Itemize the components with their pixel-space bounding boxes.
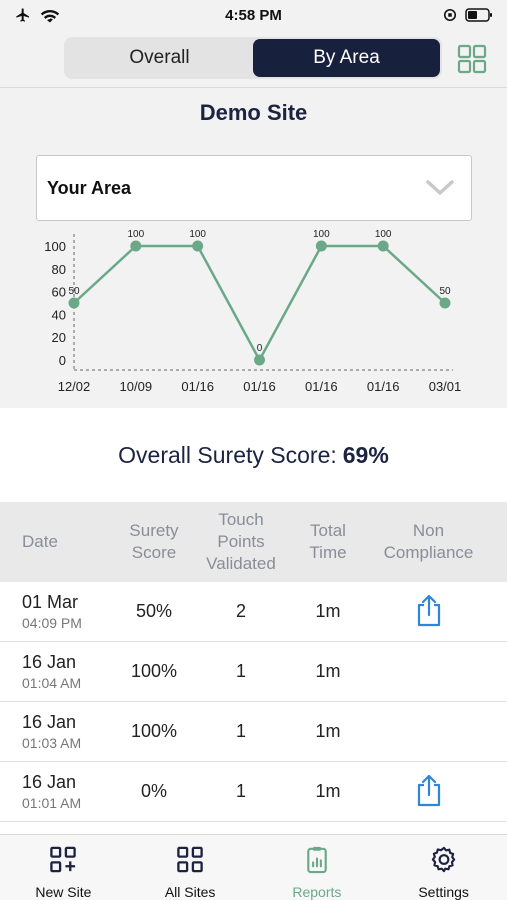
report-table: 01 Mar 04:09 PM 50% 2 1m 16 Jan 01:04 AM… bbox=[0, 582, 507, 834]
header-touch-points: Touch Points Validated bbox=[206, 510, 276, 573]
wifi-icon bbox=[40, 10, 60, 23]
tab-label: Reports bbox=[292, 884, 342, 900]
y-tick-label: 20 bbox=[52, 330, 66, 345]
data-point bbox=[192, 240, 204, 252]
x-tick-label: 01/16 bbox=[181, 379, 214, 394]
tab-label: All Sites bbox=[164, 884, 216, 900]
airplane-icon bbox=[16, 8, 29, 22]
y-tick-label: 80 bbox=[52, 262, 66, 277]
data-point bbox=[315, 240, 327, 252]
row-score: 100% bbox=[130, 721, 178, 741]
clipboard-icon bbox=[307, 846, 327, 874]
status-time: 4:58 PM bbox=[225, 6, 282, 24]
chevron-down-icon bbox=[426, 180, 454, 195]
header-total-time: Total Time bbox=[309, 521, 347, 562]
row-date: 16 Jan 01:03 AM bbox=[22, 712, 82, 751]
y-tick-label: 100 bbox=[44, 239, 66, 254]
area-select[interactable]: Your Area bbox=[36, 155, 472, 221]
share-icon[interactable] bbox=[413, 592, 445, 628]
top-bar: Overall By Area bbox=[0, 30, 507, 88]
row-date: 16 Jan 01:01 AM bbox=[22, 772, 82, 811]
overall-score-value: 69% bbox=[342, 441, 389, 468]
data-point bbox=[254, 354, 265, 366]
y-tick-label: 40 bbox=[52, 307, 66, 322]
grid-plus-icon bbox=[50, 846, 77, 873]
row-total-time: 1m bbox=[315, 661, 341, 681]
toggle-by-area-button[interactable]: By Area bbox=[253, 39, 440, 77]
tab-new-site[interactable]: New Site bbox=[0, 835, 127, 900]
data-point bbox=[377, 240, 389, 252]
row-date: 01 Mar 04:09 PM bbox=[22, 592, 82, 631]
tab-all-sites[interactable]: All Sites bbox=[127, 835, 254, 900]
x-tick-label: 10/09 bbox=[120, 379, 153, 394]
tab-reports[interactable]: Reports bbox=[254, 835, 381, 900]
row-touch-points: 1 bbox=[235, 721, 246, 741]
header-surety-score: Surety Score bbox=[129, 521, 179, 562]
x-tick-label: 12/02 bbox=[58, 379, 91, 394]
orientation-lock-icon bbox=[443, 8, 457, 22]
header-non-compliance: Non Compliance bbox=[383, 521, 474, 562]
data-label: 50 bbox=[68, 286, 80, 297]
data-label: 50 bbox=[439, 286, 451, 297]
row-touch-points: 2 bbox=[235, 601, 246, 621]
area-select-value: Your Area bbox=[47, 177, 132, 198]
row-date: 16 Jan 01:04 AM bbox=[22, 652, 82, 691]
grid-view-icon[interactable] bbox=[457, 44, 487, 74]
row-non-compliance bbox=[370, 592, 487, 632]
grid-icon bbox=[177, 846, 203, 873]
row-score: 50% bbox=[135, 601, 173, 621]
status-bar: 4:58 PM bbox=[0, 0, 507, 30]
data-label: 0 bbox=[257, 343, 263, 354]
site-title: Demo Site bbox=[199, 100, 308, 125]
x-tick-label: 01/16 bbox=[367, 379, 400, 394]
table-row[interactable]: 16 Jan 01:01 AM 0% 1 1m bbox=[0, 762, 507, 822]
tab-label: Settings bbox=[418, 884, 469, 900]
y-tick-label: 60 bbox=[52, 285, 66, 300]
row-total-time: 1m bbox=[315, 781, 341, 801]
score-chart: 100 80 60 40 20 0 12/02 10/09 01/16 01/16 01/16 01/… bbox=[0, 224, 507, 408]
tab-label: New Site bbox=[35, 884, 92, 900]
gear-icon bbox=[431, 846, 455, 873]
status-right bbox=[383, 8, 493, 22]
tab-settings[interactable]: Settings bbox=[380, 835, 507, 900]
data-label: 100 bbox=[375, 229, 392, 240]
data-label: 100 bbox=[189, 229, 206, 240]
row-total-time: 1m bbox=[315, 721, 341, 741]
overall-score-label: Overall Surety Score: bbox=[118, 441, 337, 468]
share-icon[interactable] bbox=[413, 772, 445, 808]
row-score: 100% bbox=[130, 661, 178, 681]
score-chart-svg: 100 80 60 40 20 0 12/02 10/09 01/16 01/16 01/16 01/… bbox=[44, 229, 462, 394]
toggle-overall-button[interactable]: Overall bbox=[129, 47, 190, 68]
row-score: 0% bbox=[140, 781, 167, 801]
data-point bbox=[130, 240, 142, 252]
y-tick-label: 0 bbox=[59, 353, 66, 368]
table-header: Date Surety Score Touch Points Validated To… bbox=[0, 502, 507, 582]
tab-bar: New Site All Sites Reports Settings bbox=[0, 834, 507, 900]
row-non-compliance bbox=[370, 772, 487, 812]
row-total-time: 1m bbox=[315, 601, 341, 621]
battery-icon bbox=[465, 8, 492, 22]
status-left bbox=[14, 7, 124, 23]
data-point bbox=[68, 297, 80, 309]
view-toggle: Overall By Area bbox=[64, 37, 442, 79]
overall-score: Overall Surety Score: 69% bbox=[0, 408, 507, 502]
row-touch-points: 1 bbox=[235, 661, 246, 681]
table-row[interactable]: 16 Jan 01:03 AM 100% 1 1m bbox=[0, 702, 507, 762]
data-label: 100 bbox=[313, 229, 330, 240]
row-touch-points: 1 bbox=[235, 781, 246, 801]
table-row[interactable]: 01 Mar 04:09 PM 50% 2 1m bbox=[0, 582, 507, 642]
table-row[interactable]: 16 Jan 01:04 AM 100% 1 1m bbox=[0, 642, 507, 702]
x-tick-label: 01/16 bbox=[305, 379, 338, 394]
data-point bbox=[439, 297, 451, 309]
x-tick-label: 01/16 bbox=[243, 379, 276, 394]
x-tick-label: 03/01 bbox=[429, 379, 462, 394]
header-date: Date bbox=[22, 532, 58, 551]
data-label: 100 bbox=[127, 229, 144, 240]
